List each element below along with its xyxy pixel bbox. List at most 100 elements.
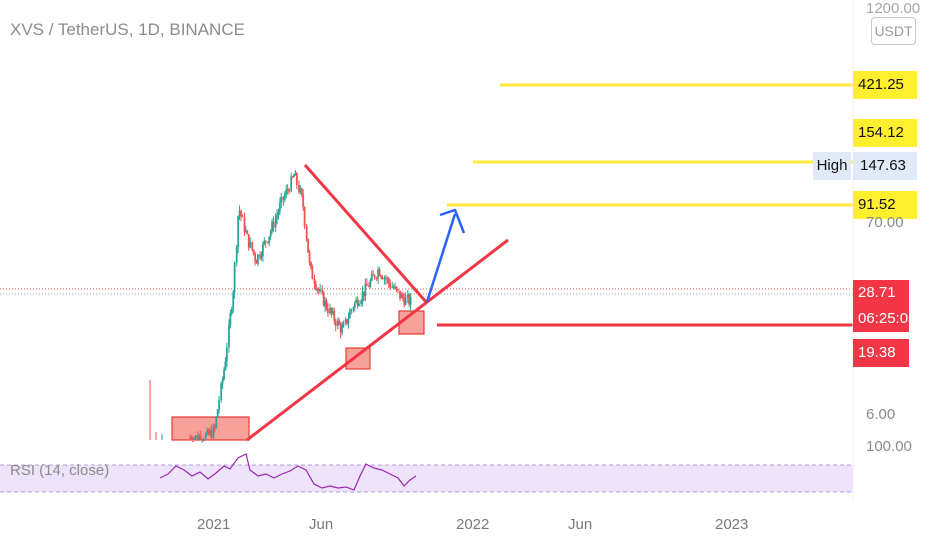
currency-button[interactable]: USDT: [871, 17, 916, 45]
descending-trendline: [303, 164, 429, 304]
candle-body: [263, 240, 266, 244]
candle-body: [406, 294, 409, 298]
candle-body: [347, 318, 350, 324]
candle-body: [294, 173, 297, 176]
candle-body: [303, 207, 306, 227]
candle-body: [397, 289, 399, 291]
candle-body: [210, 430, 213, 438]
candle-body: [237, 216, 240, 247]
candle-body: [235, 246, 238, 263]
candle-body: [221, 379, 224, 384]
candle-body: [342, 323, 345, 328]
candle-body: [302, 194, 305, 208]
candle-body: [336, 320, 339, 326]
candle-body: [299, 188, 302, 192]
candle-body: [321, 289, 324, 293]
candle-body: [288, 189, 290, 192]
candle-body: [243, 216, 246, 232]
candle-body: [409, 297, 412, 305]
candle-body: [220, 383, 223, 401]
candle-body: [369, 280, 372, 287]
candle-body: [361, 291, 364, 301]
candle-body: [352, 307, 355, 310]
candle-body: [282, 196, 285, 200]
ascending-trendline: [246, 238, 509, 442]
candle-body: [307, 238, 310, 253]
time-axis-label-2022: 2022: [456, 516, 490, 533]
candle-body: [298, 184, 300, 192]
candle-body: [383, 277, 386, 280]
time-axis-label-jun-2022: Jun: [568, 516, 593, 533]
candle-body: [333, 311, 336, 321]
candle-body: [375, 277, 378, 279]
candle-body: [259, 254, 261, 258]
candle-body: [339, 324, 342, 333]
candle-body: [363, 291, 365, 296]
candle-body: [229, 313, 232, 325]
candle-body: [325, 300, 328, 309]
support-box-1: [345, 347, 371, 370]
candle-body: [316, 288, 319, 290]
candle-body: [290, 176, 293, 192]
candle-body: [387, 278, 390, 283]
candle-body: [380, 275, 382, 277]
candle-body: [194, 435, 197, 439]
candle-body: [329, 307, 331, 314]
time-axis-label-2021: 2021: [197, 516, 231, 533]
candle-body: [233, 262, 236, 293]
candle-body: [401, 294, 404, 298]
candle-body: [324, 300, 326, 306]
candle-body: [322, 292, 325, 306]
candle-body: [189, 437, 191, 439]
candle-body: [278, 203, 281, 212]
candle-body: [400, 294, 403, 299]
projection-arrow-shaft: [425, 213, 457, 303]
candle-body: [372, 274, 375, 276]
price-tag-91: 91.52: [853, 191, 917, 219]
candle-body: [192, 440, 194, 442]
candle-body: [277, 211, 280, 216]
price-axis-tick-6: 6.00: [866, 406, 896, 423]
candle-body: [389, 282, 392, 288]
candle-body: [310, 262, 312, 267]
price-tag-421: 421.25: [853, 71, 917, 99]
projection-arrow-head: [439, 208, 466, 234]
candle-body: [283, 195, 286, 200]
candle-body: [193, 438, 196, 440]
candle-body: [246, 230, 249, 235]
candle-body: [252, 249, 255, 254]
candle-body: [212, 426, 215, 438]
candle-body: [403, 297, 406, 305]
candle-body: [257, 254, 259, 264]
candle-body: [266, 242, 269, 244]
candle-body: [381, 276, 384, 280]
price-axis-tick-70: 70.00: [866, 214, 904, 231]
high-value: 147.63: [853, 152, 917, 180]
candle-body: [286, 189, 289, 191]
candle-body: [208, 430, 211, 435]
candle-body: [346, 319, 348, 324]
candle-body: [218, 400, 220, 410]
candle-body: [274, 218, 277, 228]
candle-body: [245, 230, 247, 232]
candle-body: [365, 283, 368, 287]
candle-body: [384, 277, 387, 279]
accumulation-box: [171, 416, 250, 441]
candle-body: [392, 286, 395, 289]
candle-body: [199, 436, 202, 440]
candle-body: [399, 290, 401, 299]
candle-body: [308, 252, 311, 263]
candle-body: [394, 286, 396, 289]
candle-body: [364, 283, 367, 296]
support-price-tag: 19.38: [853, 339, 909, 367]
candle-body: [350, 309, 353, 312]
candle-body: [190, 437, 193, 440]
candle-body: [395, 286, 398, 290]
candle-body: [356, 299, 359, 306]
candle-body: [355, 299, 358, 303]
candle-body: [391, 286, 394, 288]
candle-body: [232, 292, 235, 309]
candle-body: [334, 320, 337, 326]
candle-body: [408, 294, 411, 305]
